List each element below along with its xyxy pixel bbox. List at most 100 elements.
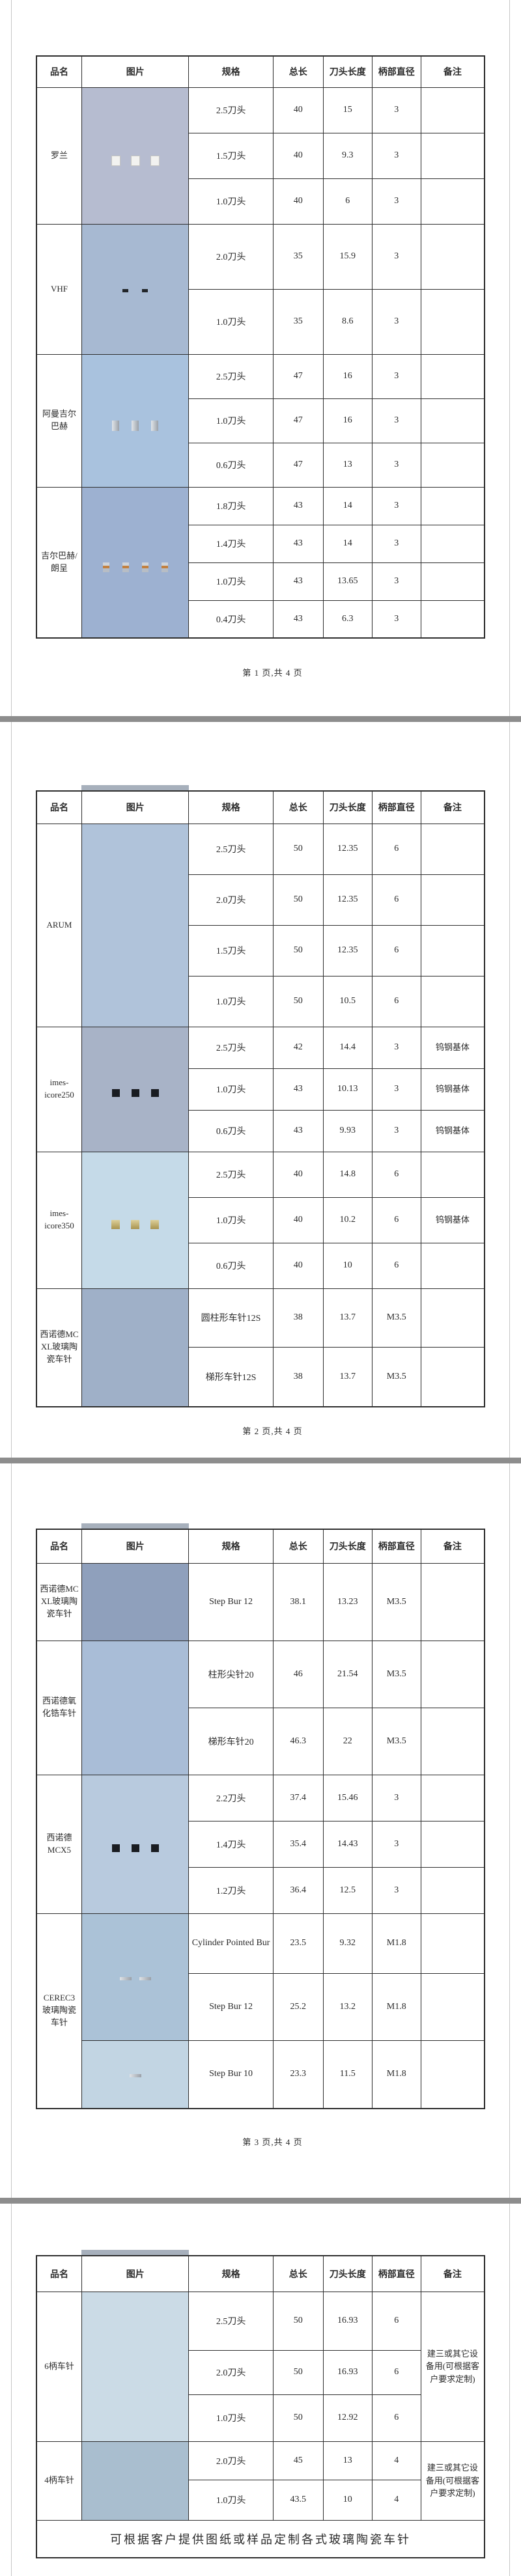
cell-head-length: 15: [322, 87, 373, 133]
pin-collar: [122, 289, 129, 292]
pin-collar: [141, 562, 148, 572]
cell-spec: 1.0刀头: [188, 975, 274, 1027]
spec-table-page-3: 品名 图片 规格 总长 刀头长度 柄部直径 备注 西诺德MC XL玻璃陶瓷车针 Step Bur…: [36, 1529, 485, 2109]
cell-total-length: 37.4: [272, 1774, 324, 1821]
page-gap: [0, 716, 521, 722]
cell-shank-diameter: M3.5: [371, 1346, 421, 1407]
cell-shank-diameter: M1.8: [371, 2040, 421, 2109]
cell-spec: 2.0刀头: [188, 874, 274, 926]
table-row: 罗兰 2.5刀头 40 15 3: [36, 87, 485, 225]
table-row: 1.0刀头 40 6 3: [36, 178, 485, 225]
col-header-total-length: 总长: [272, 55, 324, 88]
cell-shank-diameter: 3: [371, 486, 421, 525]
spec-table-page-1: 品名 图片 规格 总长 刀头长度 柄部直径 备注 罗兰 2.5刀头 40 15 3 1.5刀头 40 9.3…: [36, 55, 485, 639]
table-row: 2.0刀头 50 12.35 6: [36, 874, 485, 926]
photo-bleed-strip: [81, 1523, 189, 1529]
table-row: 西诺德MC XL玻璃陶瓷车针 Step Bur 12 38.1 13.23 M3.5: [36, 1562, 485, 1641]
product-photo: [81, 2040, 190, 2109]
table-row: 0.6刀头 47 13 3: [36, 442, 485, 488]
product-photo: [81, 1640, 190, 1775]
cell-total-length: 43: [272, 600, 324, 639]
cell-head-length: 12.5: [322, 1866, 373, 1914]
cell-remark: [420, 132, 485, 179]
col-header-spec: 规格: [188, 55, 274, 88]
pin-collar: [111, 1220, 120, 1229]
cell-head-length: 11.5: [322, 2040, 373, 2109]
cell-total-length: 43: [272, 524, 324, 563]
cell-remark: [420, 442, 485, 488]
photo-bleed-strip: [81, 785, 189, 790]
cell-spec: 2.5刀头: [188, 823, 274, 875]
pin-collar: [119, 1976, 132, 1980]
cell-remark: [420, 600, 485, 639]
cell-shank-diameter: 3: [371, 600, 421, 639]
cell-spec: 0.4刀头: [188, 600, 274, 639]
page-gap: [0, 1458, 521, 1463]
cell-shank-diameter: 6: [371, 2349, 421, 2395]
cell-head-length: 12.35: [322, 823, 373, 875]
cell-total-length: 40: [272, 1242, 324, 1289]
product-photo: [81, 353, 190, 488]
pin-collar: [102, 562, 109, 572]
cell-shank-diameter: M1.8: [371, 1973, 421, 2041]
cell-spec: 2.5刀头: [188, 87, 274, 133]
cell-head-length: 14.8: [322, 1151, 373, 1198]
product-photo: [81, 1151, 190, 1289]
cell-total-length: 43: [272, 1109, 324, 1152]
product-photo: [81, 1774, 190, 1914]
cell-total-length: 50: [272, 874, 324, 926]
cell-head-length: 16: [322, 398, 373, 443]
page-footer: 第 1 页,共 4 页: [242, 668, 303, 678]
cell-shank-diameter: 6: [371, 823, 421, 875]
pin-collar: [139, 1976, 151, 1980]
spec-table-page-2: 品名 图片 规格 总长 刀头长度 柄部直径 备注 ARUM 2.5刀头 50 12.35 6 2.0刀头…: [36, 790, 485, 1407]
cell-remark: [420, 87, 485, 133]
cell-total-length: 50: [272, 975, 324, 1027]
table-row: 0.6刀头 43 9.93 3 钨钢基体: [36, 1109, 485, 1152]
page-footer: 第 2 页,共 4 页: [242, 1426, 303, 1436]
product-name-cell: imes-icore350: [36, 1151, 82, 1289]
product-photo: [81, 486, 190, 639]
cell-head-length: 9.3: [322, 132, 373, 179]
table-row: 1.0刀头 50 12.92 6: [36, 2394, 485, 2442]
col-header-photo: 图片: [81, 2255, 190, 2292]
cell-shank-diameter: 3: [371, 442, 421, 488]
product-name-cell: imes-icore250: [36, 1026, 82, 1152]
cell-shank-diameter: M3.5: [371, 1288, 421, 1348]
product-name-cell: 西诺德MC XL玻璃陶瓷车针: [36, 1288, 82, 1407]
cell-head-length: 9.32: [322, 1913, 373, 1974]
table-row: 1.0刀头 43 13.65 3: [36, 562, 485, 601]
cell-spec: Cylinder Pointed Bur: [188, 1913, 274, 1974]
table-row: 1.0刀头 43 10.13 3 钨钢基体: [36, 1068, 485, 1111]
pin-collar: [111, 1089, 120, 1097]
cell-spec: 柱形尖针20: [188, 1640, 274, 1708]
cell-head-length: 14: [322, 486, 373, 525]
col-header-photo: 图片: [81, 1529, 190, 1564]
cell-shank-diameter: 6: [371, 924, 421, 976]
cell-total-length: 50: [272, 924, 324, 976]
cell-spec: Step Bur 12: [188, 1562, 274, 1641]
cell-remark: [420, 288, 485, 355]
cell-total-length: 40: [272, 1151, 324, 1198]
table-row: VHF 2.0刀头 35 15.9 3: [36, 223, 485, 355]
cell-remark: 钨钢基体: [420, 1026, 485, 1069]
table-row: 梯形车针12S 38 13.7 M3.5: [36, 1346, 485, 1407]
cell-total-length: 43: [272, 486, 324, 525]
cell-shank-diameter: 6: [371, 1197, 421, 1243]
cell-remark: [420, 1866, 485, 1914]
table-row: 6柄车针 2.5刀头 50 16.93 6 建三或其它设备用(可根据客户要求定制): [36, 2291, 485, 2442]
cell-spec: 0.6刀头: [188, 1242, 274, 1289]
page-4: 品名 图片 规格 总长 刀头长度 柄部直径 备注 6柄车针 2.5刀头 50 16.93 6 建三或其它…: [11, 2204, 510, 2576]
cell-shank-diameter: 3: [371, 524, 421, 563]
page-3: 品名 图片 规格 总长 刀头长度 柄部直径 备注 西诺德MC XL玻璃陶瓷车针 Step Bur…: [11, 1463, 510, 2198]
cell-spec: 1.0刀头: [188, 2394, 274, 2442]
cell-remark: [420, 1640, 485, 1708]
col-header-remark: 备注: [420, 790, 485, 824]
pin-collar: [111, 1844, 120, 1852]
col-header-spec: 规格: [188, 2255, 274, 2292]
col-header-photo: 图片: [81, 55, 190, 88]
cell-remark: [420, 823, 485, 875]
table-row: 0.4刀头 43 6.3 3: [36, 600, 485, 639]
cell-total-length: 43.5: [272, 2479, 324, 2521]
cell-shank-diameter: M3.5: [371, 1707, 421, 1775]
